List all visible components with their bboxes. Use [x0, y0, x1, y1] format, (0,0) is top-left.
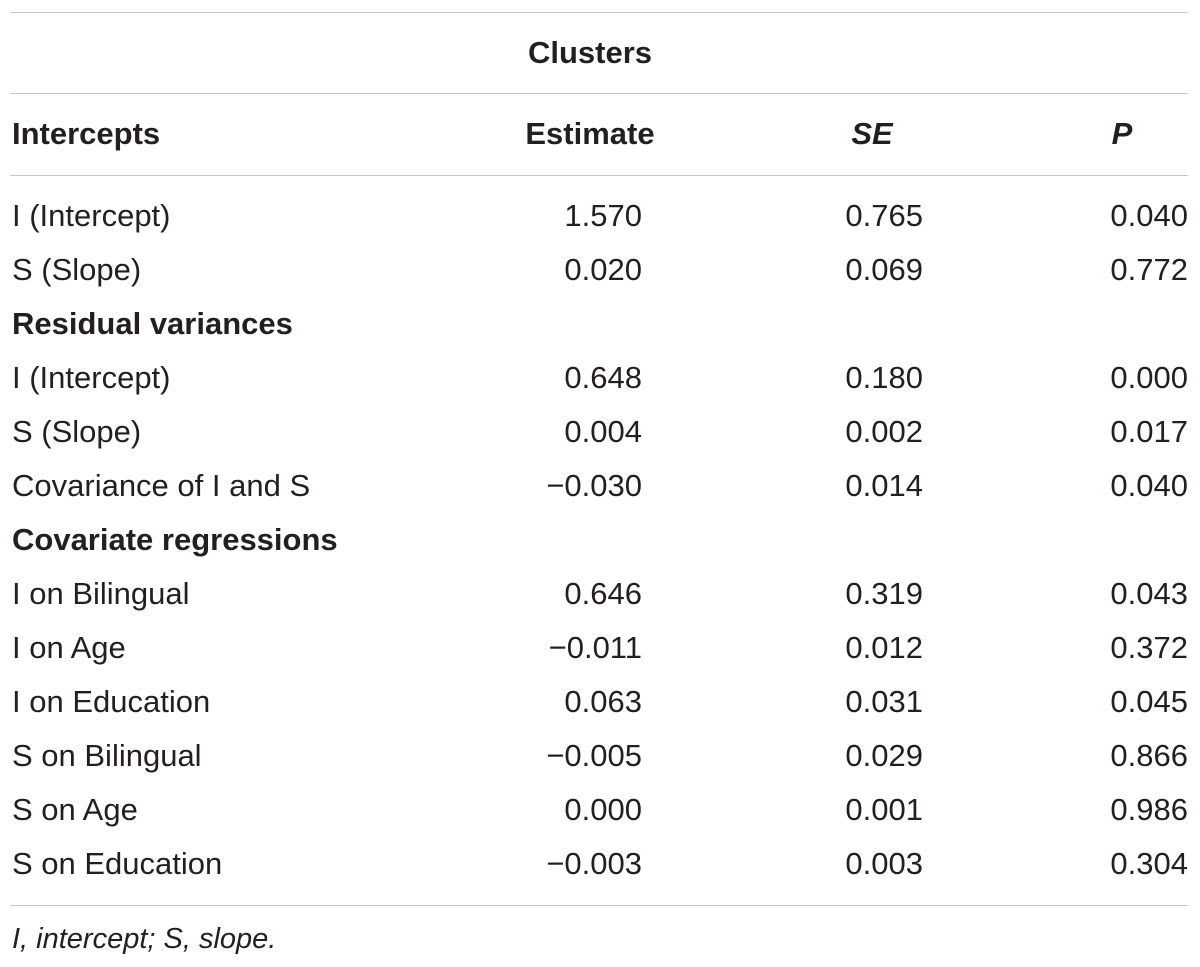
se-cell: 0.031: [845, 684, 923, 719]
estimate-cell: −0.003: [546, 846, 642, 881]
row-label: I (Intercept): [12, 198, 171, 233]
row-label: S (Slope): [12, 414, 142, 449]
table-footnote: I, intercept; S, slope.: [12, 923, 277, 955]
se-cell: 0.180: [845, 360, 923, 395]
row-label: S on Education: [12, 846, 223, 881]
estimate-cell: 1.570: [564, 198, 642, 233]
row-label: S on Bilingual: [12, 738, 202, 773]
row-label: Covariance of I and S: [12, 468, 311, 503]
row-label: I on Age: [12, 630, 126, 665]
se-cell: 0.765: [845, 198, 923, 233]
p-cell: 0.986: [1110, 792, 1188, 827]
section-header: Covariate regressions: [12, 522, 338, 557]
row-label: S (Slope): [12, 252, 142, 287]
estimate-cell: −0.030: [546, 468, 642, 503]
row-label: I on Education: [12, 684, 211, 719]
p-cell: 0.772: [1110, 252, 1188, 287]
section-header: Residual variances: [12, 306, 293, 341]
p-cell: 0.304: [1110, 846, 1188, 881]
column-header-estimate: Estimate: [525, 116, 655, 151]
group-header-rule: [10, 93, 1188, 94]
p-cell: 0.866: [1110, 738, 1188, 773]
table-top-rule: [10, 12, 1188, 13]
column-header-se: SE: [851, 116, 893, 151]
row-label: I on Bilingual: [12, 576, 190, 611]
se-cell: 0.003: [845, 846, 923, 881]
estimate-cell: −0.011: [548, 630, 642, 665]
estimate-cell: 0.020: [564, 252, 642, 287]
row-label: S on Age: [12, 792, 138, 827]
se-cell: 0.014: [845, 468, 923, 503]
p-cell: 0.372: [1110, 630, 1188, 665]
column-header-rule: [10, 175, 1188, 176]
se-cell: 0.012: [845, 630, 923, 665]
row-label: I (Intercept): [12, 360, 171, 395]
p-cell: 0.045: [1110, 684, 1188, 719]
p-cell: 0.017: [1110, 414, 1188, 449]
estimate-cell: 0.000: [564, 792, 642, 827]
group-header: Clusters: [527, 35, 653, 70]
p-cell: 0.040: [1110, 468, 1188, 503]
estimate-cell: 0.063: [564, 684, 642, 719]
se-cell: 0.001: [845, 792, 923, 827]
se-cell: 0.002: [845, 414, 923, 449]
estimate-cell: −0.005: [546, 738, 642, 773]
se-cell: 0.029: [845, 738, 923, 773]
column-header-intercepts: Intercepts: [12, 116, 161, 151]
estimate-cell: 0.004: [564, 414, 642, 449]
p-cell: 0.043: [1110, 576, 1188, 611]
se-cell: 0.319: [845, 576, 923, 611]
p-cell: 0.040: [1110, 198, 1188, 233]
table-bottom-rule: [10, 905, 1188, 906]
se-cell: 0.069: [845, 252, 923, 287]
p-cell: 0.000: [1110, 360, 1188, 395]
estimate-cell: 0.646: [564, 576, 642, 611]
column-header-p: P: [1111, 116, 1133, 151]
estimate-cell: 0.648: [564, 360, 642, 395]
